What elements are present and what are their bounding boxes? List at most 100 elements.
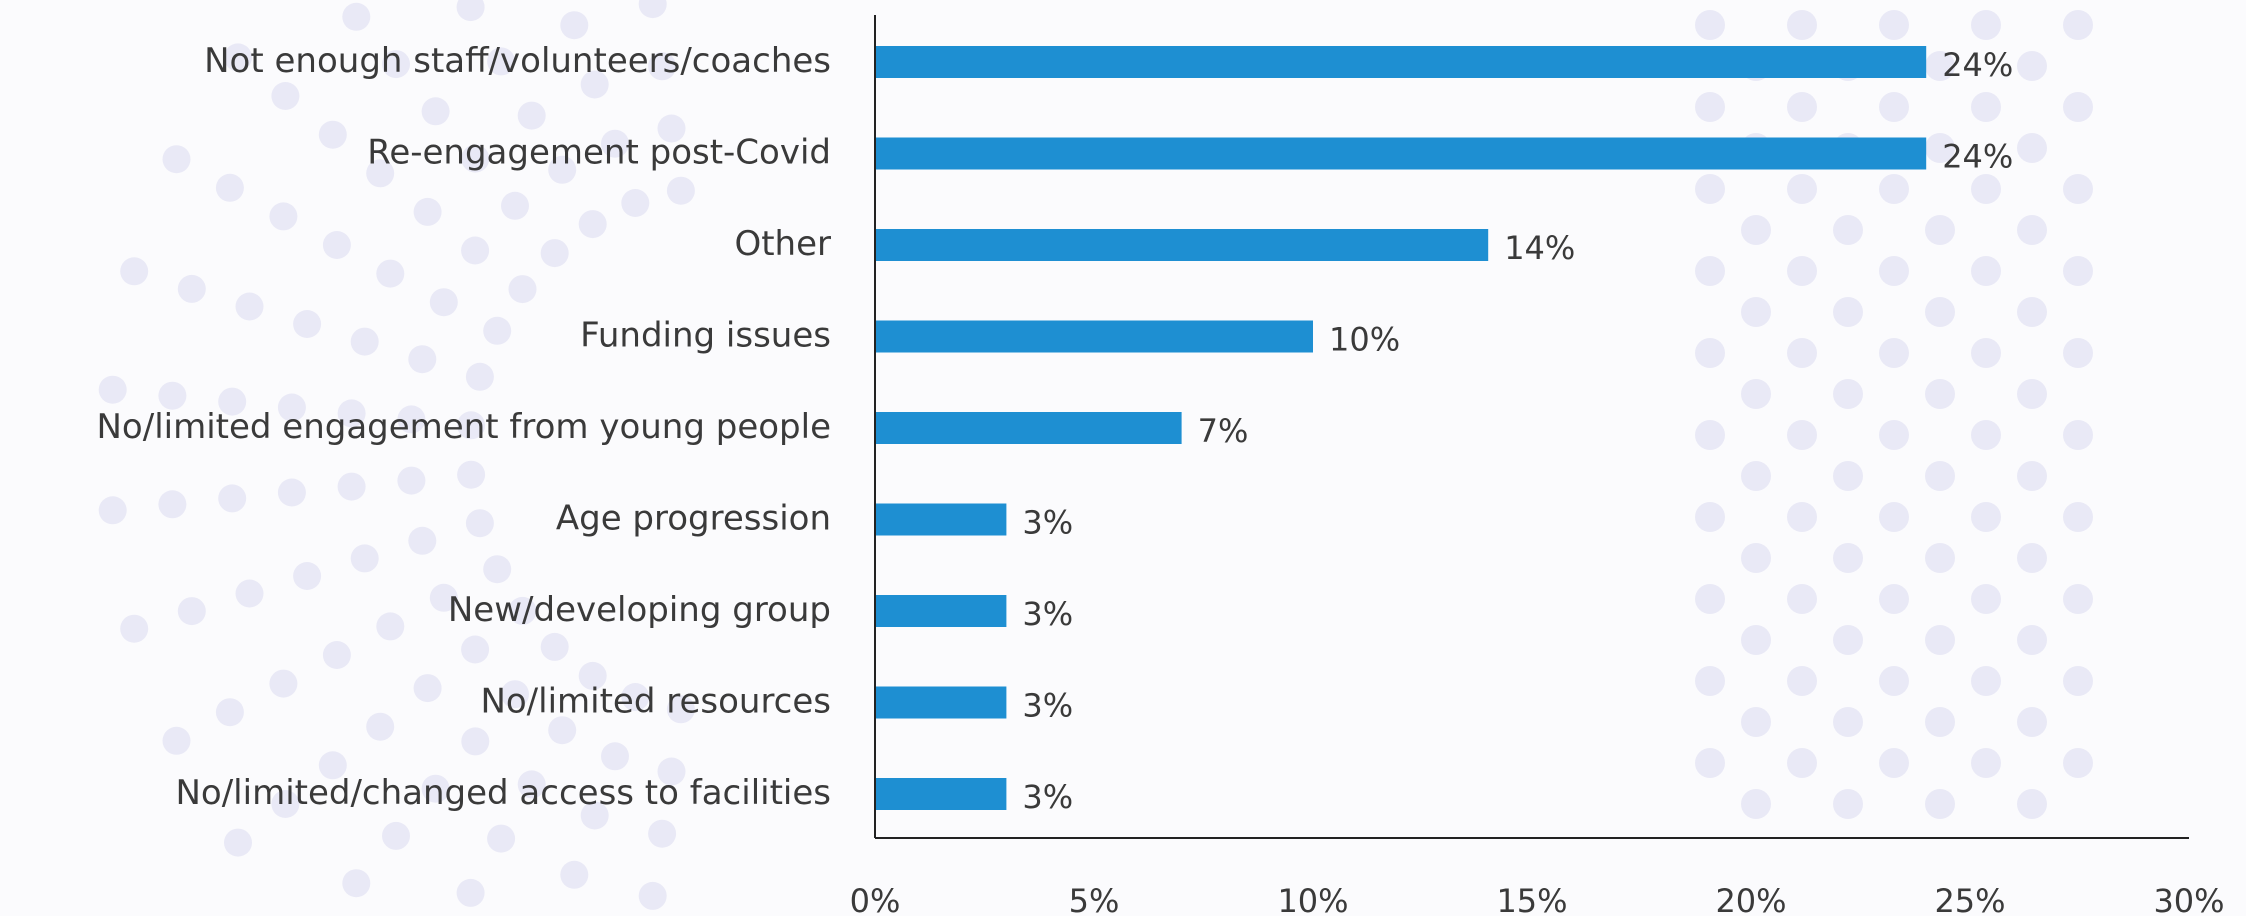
background-dot	[1833, 297, 1863, 327]
background-dot	[2017, 297, 2047, 327]
background-dot	[408, 526, 437, 555]
background-dot	[271, 790, 300, 818]
background-dot	[508, 275, 537, 304]
background-dot	[337, 472, 366, 501]
bar	[875, 137, 1927, 170]
background-dot	[2017, 789, 2047, 819]
background-dot	[376, 259, 405, 288]
background-dot	[2063, 748, 2093, 778]
category-label: No/limited/changed access to facilities	[175, 773, 831, 813]
background-dot	[1879, 338, 1909, 368]
background-dot	[1695, 338, 1725, 368]
background-dot	[461, 144, 490, 173]
background-dot	[1879, 420, 1909, 450]
background-dot	[580, 801, 609, 830]
background-dot	[218, 387, 247, 416]
background-dot	[2063, 10, 2093, 40]
background-dot	[269, 669, 298, 698]
background-dot	[508, 596, 537, 625]
bar	[875, 229, 1489, 261]
background-dot	[235, 579, 264, 608]
value-labels: 24% 24% 14% 10% 7% 3% 3% 3% 3%	[1022, 46, 2013, 816]
background-dot	[666, 176, 695, 205]
background-dot	[177, 274, 206, 303]
value-label: 7%	[1198, 412, 1249, 450]
background-dot	[1971, 92, 2001, 122]
background-dot	[215, 698, 244, 727]
bar	[875, 595, 1007, 627]
background-dot	[648, 52, 677, 81]
category-label: Funding issues	[580, 316, 831, 356]
background-dot	[1971, 174, 2001, 204]
background-dot	[2017, 215, 2047, 245]
background-dot	[1787, 666, 1817, 696]
category-label: New/developing group	[448, 590, 831, 630]
background-dot	[1971, 338, 2001, 368]
background-dot	[1879, 10, 1909, 40]
background-dot	[1695, 256, 1725, 286]
background-dot	[1741, 297, 1771, 327]
background-dot	[638, 0, 667, 19]
background-dot	[456, 878, 485, 907]
background-dot	[215, 173, 244, 202]
background-dot	[461, 635, 490, 664]
background-dot	[621, 189, 650, 217]
background-dot	[1833, 789, 1863, 819]
background-dot	[465, 509, 494, 538]
background-dot	[1787, 338, 1817, 368]
background-dot	[1971, 748, 2001, 778]
background-dot	[1971, 584, 2001, 614]
background-dot	[601, 129, 629, 158]
value-label: 10%	[1329, 321, 1400, 359]
background-dot	[483, 555, 512, 584]
background-dot	[1787, 174, 1817, 204]
bar	[875, 778, 1007, 810]
category-label: Re-engagement post-Covid	[367, 133, 831, 173]
background-dot	[1741, 461, 1771, 491]
value-label: 3%	[1022, 687, 1073, 725]
background-dot	[580, 70, 609, 99]
background-dot	[397, 466, 426, 495]
background-dot	[158, 490, 187, 519]
background-dot	[1925, 215, 1955, 245]
background-dot	[235, 292, 264, 321]
background-dot	[1695, 584, 1725, 614]
x-tick-label: 25%	[1934, 882, 2005, 916]
x-tick-label: 0%	[850, 882, 901, 916]
background-dot	[540, 239, 569, 268]
background-dot	[1695, 420, 1725, 450]
background-dot	[337, 399, 366, 428]
background-dot	[1925, 461, 1955, 491]
background-dot	[1741, 707, 1771, 737]
background-dot	[218, 484, 247, 513]
background-dot	[548, 716, 577, 745]
background-dot	[177, 597, 206, 626]
background-dot	[271, 82, 300, 110]
background-dot	[224, 828, 252, 857]
background-dot	[1833, 215, 1863, 245]
background-dot	[350, 327, 379, 356]
background-dot	[461, 727, 490, 756]
background-dot	[366, 712, 395, 741]
background-dot	[1879, 748, 1909, 778]
background-dot	[1695, 666, 1725, 696]
background-dot	[578, 661, 607, 690]
background-dot	[421, 97, 450, 126]
background-dot	[1787, 10, 1817, 40]
background-dot	[648, 819, 677, 848]
background-dot	[1879, 92, 1909, 122]
background-dot	[293, 310, 322, 338]
background-dot	[638, 881, 667, 910]
background-dot	[1925, 51, 1955, 81]
background-dot	[342, 869, 371, 898]
background-dot	[1741, 379, 1771, 409]
category-label: Other	[734, 224, 831, 264]
background-dot	[382, 821, 410, 850]
background-dot	[1971, 420, 2001, 450]
background-dot	[1925, 543, 1955, 573]
background-dot	[666, 695, 695, 724]
background-dot	[2063, 338, 2093, 368]
background-dot	[465, 362, 494, 391]
